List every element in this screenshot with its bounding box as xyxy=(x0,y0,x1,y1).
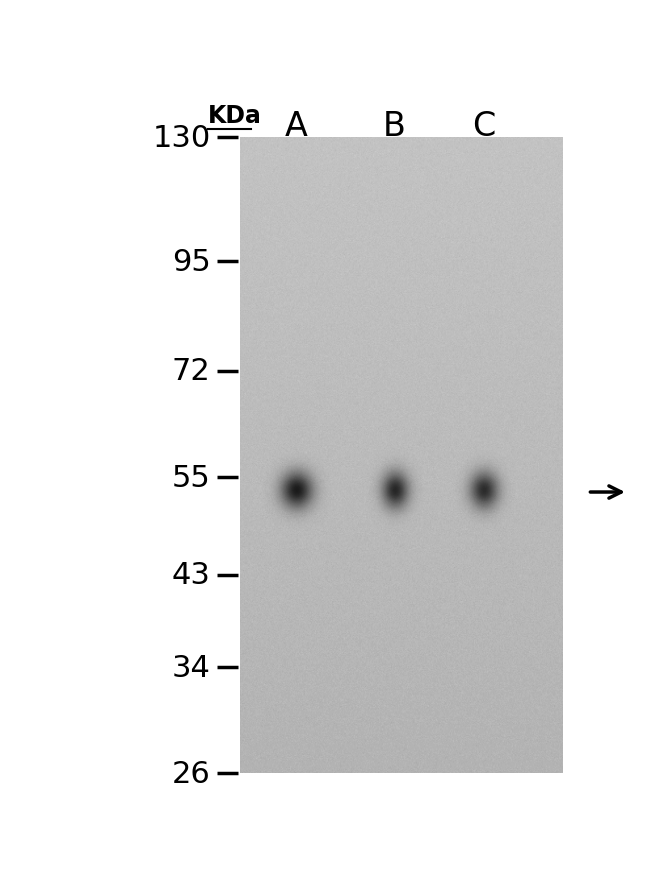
Text: 26: 26 xyxy=(172,759,211,789)
Text: C: C xyxy=(472,110,495,143)
Text: 130: 130 xyxy=(153,123,211,153)
Text: 34: 34 xyxy=(172,654,211,682)
Text: A: A xyxy=(285,110,308,143)
Text: 55: 55 xyxy=(172,463,211,493)
Text: 72: 72 xyxy=(172,357,211,386)
Text: 95: 95 xyxy=(172,248,211,276)
Text: 43: 43 xyxy=(172,561,211,589)
Text: B: B xyxy=(384,110,406,143)
Text: KDa: KDa xyxy=(208,104,262,128)
